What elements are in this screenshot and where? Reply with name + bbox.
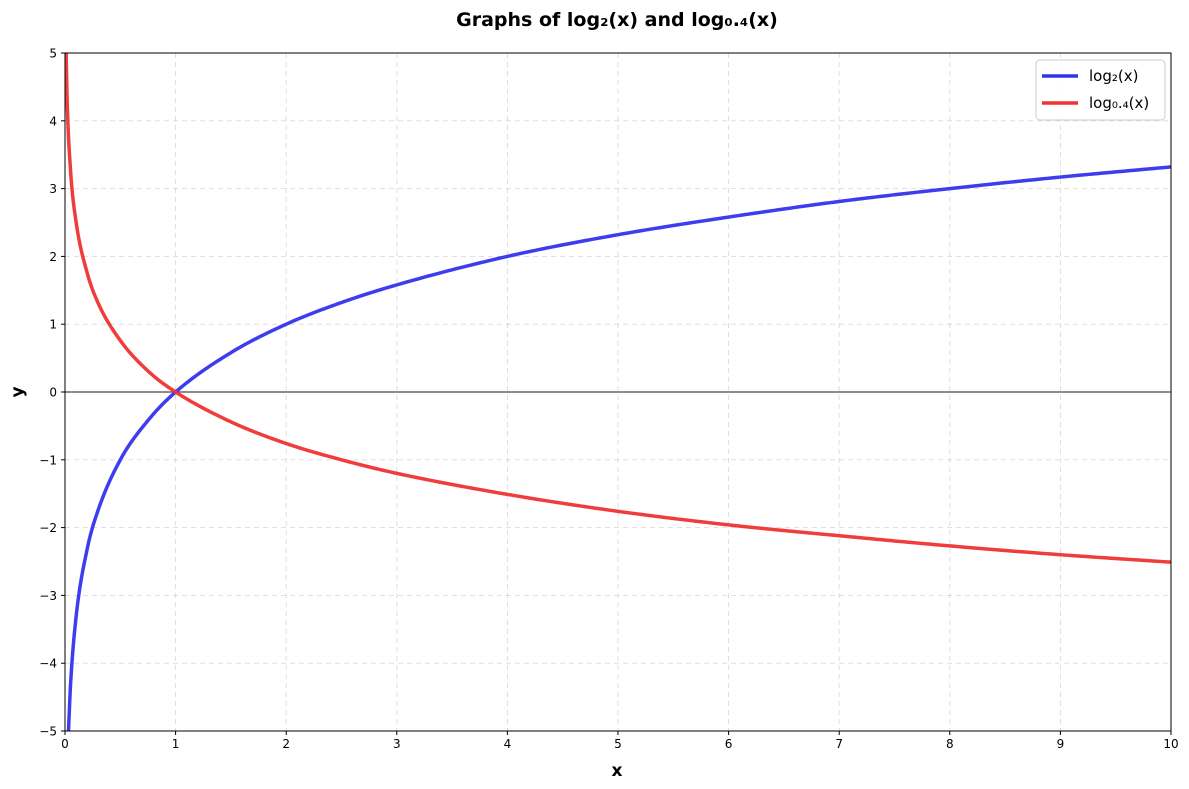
legend: log₂(x) log₀.₄(x) [1035,59,1166,121]
x-tick-label: 5 [614,737,622,751]
y-tick-label: 5 [49,47,57,61]
x-tick-label: 8 [946,737,954,751]
x-axis-label: x [612,761,623,781]
x-tick-label: 3 [393,737,401,751]
y-tick-label: −5 [39,725,57,739]
y-tick-label: 2 [49,250,57,264]
series-line-1 [65,53,1171,564]
y-tick-label: −2 [39,521,57,535]
x-tick-label: 0 [61,737,69,751]
x-tick-label: 4 [504,737,512,751]
legend-label-log2: log₂(x) [1089,67,1138,85]
x-tick-label: 2 [282,737,290,751]
legend-label-log04: log₀.₄(x) [1089,94,1149,112]
x-axis-ticks: 0 1 2 3 4 5 6 7 8 9 10 [61,731,1179,751]
y-axis-label: y [8,386,28,397]
x-tick-label: 1 [172,737,180,751]
y-tick-label: −4 [39,657,57,671]
y-tick-label: −3 [39,589,57,603]
y-tick-label: 3 [49,182,57,196]
series-layer [65,53,1171,731]
y-tick-label: 0 [49,386,57,400]
y-tick-label: 4 [49,114,57,128]
y-axis-ticks: −5 −4 −3 −2 −1 0 1 2 3 4 5 [39,47,65,739]
x-tick-label: 7 [835,737,843,751]
y-tick-label: −1 [39,453,57,467]
x-tick-label: 10 [1163,737,1178,751]
x-tick-label: 6 [725,737,733,751]
x-tick-label: 9 [1057,737,1065,751]
series-line-0 [66,165,1171,731]
chart-title: Graphs of log₂(x) and log₀.₄(x) [456,9,778,31]
y-tick-label: 1 [49,318,57,332]
